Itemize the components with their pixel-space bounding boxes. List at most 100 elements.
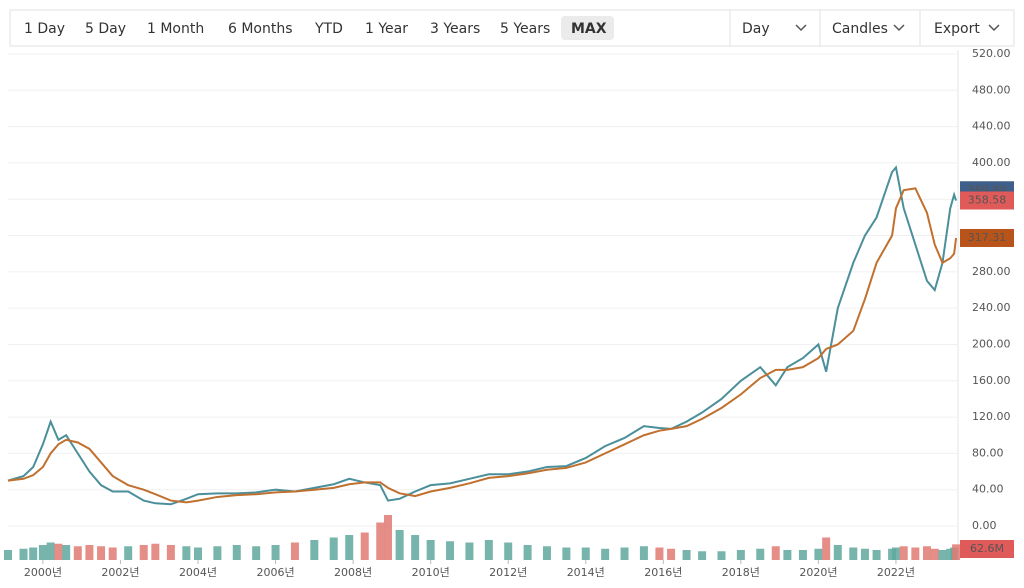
volume-bar bbox=[542, 546, 551, 560]
range-button[interactable]: 5 Years bbox=[500, 21, 550, 37]
last-price-label-bg bbox=[960, 228, 1014, 247]
volume-bar bbox=[849, 547, 858, 560]
dropdown[interactable]: Day bbox=[742, 21, 770, 37]
volume-bar bbox=[860, 548, 869, 560]
last-price-label: 358.58 bbox=[968, 194, 1007, 207]
volume-bar bbox=[329, 537, 338, 560]
volume-bar bbox=[108, 547, 117, 560]
range-button[interactable]: 5 Day bbox=[85, 21, 126, 37]
volume-bar bbox=[73, 546, 82, 560]
x-tick-label: 2008년 bbox=[334, 566, 372, 579]
volume-bar bbox=[872, 550, 881, 560]
volume-bar bbox=[213, 546, 222, 560]
range-button[interactable]: 1 Year bbox=[365, 21, 408, 37]
y-tick-label: 120.00 bbox=[972, 410, 1011, 423]
volume-bar bbox=[395, 530, 404, 560]
volume-bar bbox=[798, 550, 807, 560]
y-tick-label: 0.00 bbox=[972, 519, 997, 532]
volume-bar bbox=[601, 548, 610, 560]
volume-bar bbox=[756, 548, 765, 560]
volume-bar bbox=[930, 548, 939, 560]
volume-bar bbox=[384, 515, 392, 560]
x-tick-label: 2020년 bbox=[799, 566, 837, 579]
y-tick-label: 400.00 bbox=[972, 156, 1011, 169]
range-button[interactable]: 1 Day bbox=[24, 21, 65, 37]
volume-bar bbox=[736, 550, 745, 560]
volume-bar bbox=[620, 547, 629, 560]
volume-bar bbox=[891, 547, 900, 560]
volume-bar bbox=[911, 547, 920, 560]
volume-bar bbox=[446, 541, 455, 560]
volume-bar bbox=[814, 548, 823, 560]
range-button[interactable]: 6 Months bbox=[228, 21, 293, 37]
volume-bar bbox=[62, 545, 71, 560]
volume-bar bbox=[29, 547, 38, 560]
volume-bar bbox=[639, 546, 648, 560]
volume-bar bbox=[952, 544, 961, 560]
volume-bar bbox=[4, 550, 12, 560]
volume-bar bbox=[194, 547, 202, 560]
volume-label: 62.6M bbox=[970, 542, 1004, 555]
y-tick-label: 40.00 bbox=[972, 483, 1004, 496]
active-range-bg bbox=[561, 16, 614, 40]
range-button[interactable]: 3 Years bbox=[430, 21, 480, 37]
volume-bar bbox=[151, 543, 160, 560]
volume-bar bbox=[139, 545, 148, 560]
dropdown[interactable]: Candles bbox=[832, 21, 888, 37]
volume-bar bbox=[46, 542, 55, 560]
x-tick-label: 2014년 bbox=[567, 566, 605, 579]
y-tick-label: 520.00 bbox=[972, 47, 1011, 60]
volume-bar bbox=[504, 542, 513, 560]
chevrons bbox=[795, 24, 1000, 32]
volume-bar bbox=[655, 547, 664, 560]
y-tick-label: 80.00 bbox=[972, 446, 1004, 459]
volume-bar bbox=[426, 540, 435, 560]
volume-bar bbox=[717, 551, 726, 560]
volume-bar bbox=[523, 545, 532, 560]
volume-bar bbox=[484, 540, 493, 560]
volume-bar bbox=[465, 542, 474, 560]
last-price-label-bg bbox=[960, 191, 1014, 210]
x-tick-label: 2022년 bbox=[877, 566, 915, 579]
volume-bar bbox=[938, 550, 947, 560]
x-tick-label: 2012년 bbox=[489, 566, 527, 579]
dropdown[interactable]: Export bbox=[934, 21, 980, 37]
volume-bar bbox=[310, 540, 319, 560]
y-tick-label: 200.00 bbox=[972, 337, 1011, 350]
volume-bar bbox=[667, 548, 676, 560]
x-tick-label: 2018년 bbox=[722, 566, 760, 579]
y-tick-label: 480.00 bbox=[972, 83, 1011, 96]
y-tick-label: 280.00 bbox=[972, 265, 1011, 278]
volume-bar bbox=[562, 547, 571, 560]
volume-bar bbox=[54, 543, 63, 560]
range-button[interactable]: 1 Month bbox=[147, 21, 204, 37]
volume-bar bbox=[345, 535, 354, 560]
volume-bar bbox=[833, 545, 842, 560]
volume-bar bbox=[682, 550, 691, 560]
volume-bar bbox=[822, 537, 831, 560]
volume-bar bbox=[698, 551, 707, 560]
volume-bar bbox=[124, 546, 133, 560]
volume-bar bbox=[271, 545, 280, 560]
x-tick-label: 2004년 bbox=[179, 566, 217, 579]
range-button[interactable]: YTD bbox=[314, 21, 343, 37]
volume-bar bbox=[97, 546, 106, 560]
volume-bar bbox=[182, 546, 191, 560]
volume-bar bbox=[376, 522, 385, 560]
volume-bar bbox=[166, 545, 175, 560]
price-line bbox=[7, 187, 958, 504]
volume-bar bbox=[899, 546, 908, 560]
range-button[interactable]: MAX bbox=[571, 21, 607, 37]
y-tick-label: 440.00 bbox=[972, 120, 1011, 133]
y-tick-label: 240.00 bbox=[972, 301, 1011, 314]
volume-bar bbox=[922, 546, 931, 560]
x-tick-label: 2006년 bbox=[256, 566, 294, 579]
volume-bar bbox=[232, 545, 241, 560]
x-tick-label: 2010년 bbox=[412, 566, 450, 579]
volume-bar bbox=[783, 550, 792, 560]
volume-bar bbox=[19, 548, 28, 560]
volume-bar bbox=[290, 542, 299, 560]
volume-label-bg bbox=[960, 540, 1014, 558]
price-line bbox=[7, 165, 958, 506]
